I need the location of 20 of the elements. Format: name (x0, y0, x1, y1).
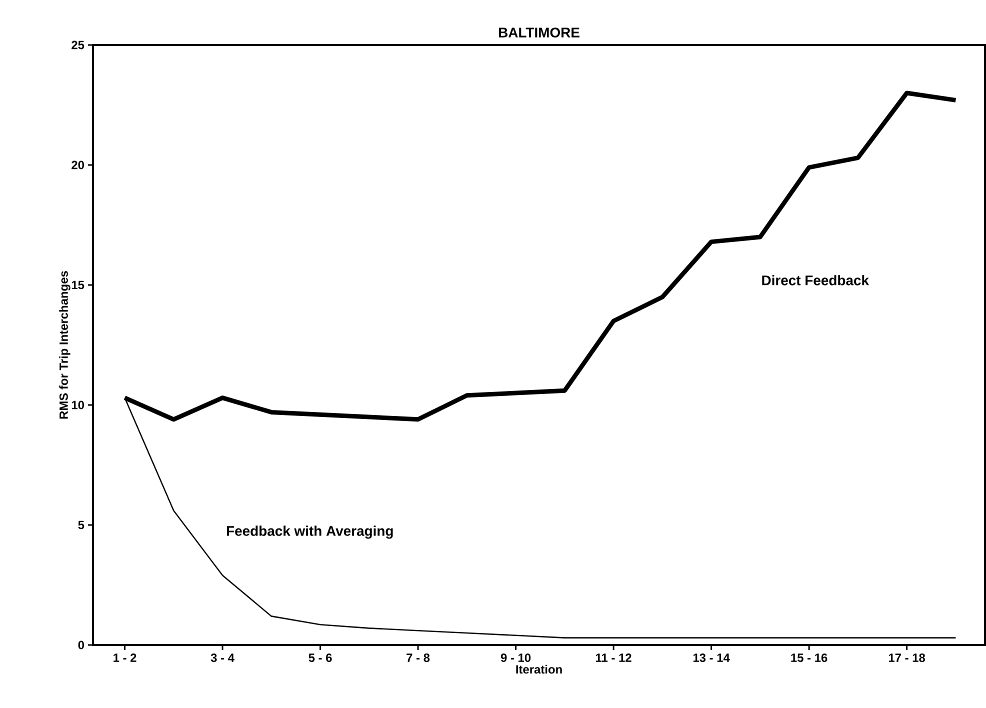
text: Direct Feedback (762, 275, 870, 286)
x-tick-label: 1 - 2 (114, 654, 136, 662)
x-tick-label: 11 - 12 (596, 654, 632, 662)
x-tick-label: 17 - 18 (888, 654, 926, 662)
y-tick-label: 25 (72, 40, 84, 50)
y-tick-label: 20 (72, 160, 84, 170)
x-tick-label: 3 - 4 (210, 654, 234, 662)
x-tick-label: 7 - 8 (406, 654, 430, 662)
y-tick-label: 0 (78, 640, 84, 650)
x-axis-title: Iteration (516, 664, 562, 674)
chart-title: BALTIMORE (499, 28, 580, 38)
x-tick-label: 15 - 16 (791, 654, 828, 662)
y-tick-label: 10 (72, 400, 84, 410)
x-tick-label: 9 - 10 (500, 654, 531, 662)
y-axis-title: RMS for Trip Interchanges (59, 271, 70, 419)
y-tick-label: 15 (72, 280, 84, 290)
x-tick-label: 13 - 14 (693, 654, 730, 662)
y-tick-label: 5 (78, 520, 84, 530)
x-tick-label: 5 - 6 (308, 654, 332, 662)
series-label: Feedback with Averaging (226, 526, 393, 539)
